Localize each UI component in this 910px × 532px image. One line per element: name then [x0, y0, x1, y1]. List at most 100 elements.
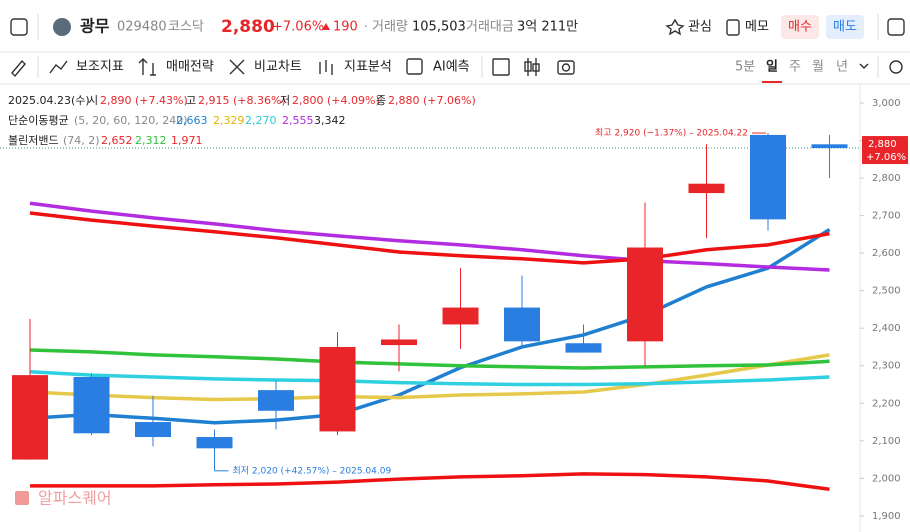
watch[interactable]: 관심	[688, 20, 712, 35]
candle-body	[135, 422, 171, 438]
ma-value: 2,663	[176, 114, 208, 127]
watermark: 알파스퀘어	[15, 489, 112, 508]
bb-params: (74, 2)	[63, 134, 100, 147]
price-tag-change: +7.06%	[866, 152, 906, 163]
bb-value: 1,971	[171, 134, 203, 147]
layout-icon[interactable]	[492, 58, 510, 76]
candle-body	[12, 375, 48, 460]
panel-icon[interactable]	[887, 18, 905, 36]
price-tag-value: 2,880	[868, 139, 897, 150]
tool-button[interactable]: 매매전략	[166, 60, 214, 75]
bb-label: 볼린저밴드	[8, 134, 59, 147]
sidebar-icon[interactable]	[10, 18, 28, 36]
bb-value: 2,312	[135, 134, 167, 147]
ma-label: 단순이동평균	[8, 114, 69, 127]
volume: 105,503	[412, 20, 466, 35]
candle-body	[196, 437, 233, 449]
y-tick-label: 3,000	[872, 98, 901, 109]
low: 2,800 (+4.09%)	[292, 94, 380, 107]
amount-label: 거래대금	[466, 20, 514, 35]
buy[interactable]: 매수	[788, 20, 812, 35]
tool-button[interactable]: AI예측	[433, 60, 470, 75]
ma-value: 2,555	[282, 114, 314, 127]
candle-body	[811, 144, 848, 149]
y-tick-label: 2,700	[872, 211, 901, 222]
candle-icon	[532, 63, 540, 72]
tool-group: 보조지표 매매전략 비교차트 지표분석 AI예측 5분 일 주 월 년	[76, 60, 848, 75]
candle-body	[504, 307, 540, 342]
buy-button[interactable]	[781, 15, 819, 39]
candle-body	[381, 339, 417, 346]
draw-icon[interactable]	[11, 59, 26, 78]
candle-body	[319, 346, 356, 432]
y-tick-label: 2,600	[872, 248, 901, 259]
candle-body	[750, 134, 786, 220]
tool-icon[interactable]	[49, 60, 68, 74]
logo	[53, 18, 71, 36]
y-tick-label: 2,000	[872, 473, 901, 484]
memo-icon[interactable]	[726, 19, 740, 36]
tool-icon[interactable]	[138, 58, 156, 76]
change: 190	[333, 20, 358, 35]
high-label: 고	[186, 94, 196, 107]
sell-button[interactable]	[826, 15, 864, 39]
y-tick-label: 2,500	[872, 286, 901, 297]
open: 2,890 (+7.43%)	[100, 94, 188, 107]
indicator-line	[29, 353, 830, 402]
open-label: 시	[88, 94, 98, 107]
watermark-text: 알파스퀘어	[38, 489, 112, 508]
toolbar: 보조지표 매매전략 비교차트 지표분석 AI예측 5분 일 주 월 년	[0, 56, 910, 85]
period-button[interactable]: 년	[836, 60, 848, 75]
tool-button[interactable]: 지표분석	[344, 60, 392, 75]
y-tick-label: 2,800	[872, 173, 901, 184]
candle-body	[442, 307, 479, 325]
indicator-line	[29, 348, 830, 370]
indicator-line	[29, 228, 831, 425]
separator: ·	[364, 20, 368, 34]
tool-icon[interactable]	[229, 59, 245, 75]
candle-icon	[524, 61, 532, 72]
tool-button[interactable]: 비교차트	[254, 60, 302, 75]
annotation: 최고 2,920 (−1.37%) – 2025.04.22	[595, 128, 748, 139]
info: 2025.04.23(수) 시 2,890 (+7.43%) 고 2,915 (…	[8, 94, 476, 147]
price-tag	[862, 136, 908, 165]
ma-params: (5, 20, 60, 120, 240)	[74, 114, 188, 127]
period-button[interactable]: 월	[812, 60, 824, 75]
candle-body	[627, 247, 663, 342]
change-pct: +7.06%	[272, 20, 324, 35]
date: 2025.04.23(수)	[8, 94, 90, 107]
chevron[interactable]	[859, 63, 869, 69]
period-button[interactable]: 주	[789, 60, 801, 75]
candle-icon[interactable]	[527, 58, 537, 76]
market: 코스닥	[168, 20, 204, 35]
close: 2,880 (+7.06%)	[388, 94, 476, 107]
annotation: 최저 2,020 (+42.57%) – 2025.04.09	[233, 465, 392, 476]
ma-value: 3,342	[314, 114, 346, 127]
high: 2,915 (+8.36%)	[198, 94, 286, 107]
tool-button[interactable]: 보조지표	[76, 60, 124, 75]
y-tick-label: 2,400	[872, 323, 901, 334]
star-icon[interactable]	[665, 18, 685, 36]
stock-code: 029480	[117, 20, 167, 35]
tool-icon[interactable]	[319, 60, 333, 75]
indicator-line	[29, 201, 830, 272]
bb-value: 2,652	[101, 134, 133, 147]
period-button[interactable]: 일	[766, 60, 778, 75]
sell[interactable]: 매도	[833, 20, 857, 35]
indicator-line	[29, 211, 830, 265]
settings-icon[interactable]	[889, 60, 903, 74]
memo[interactable]: 메모	[745, 20, 769, 35]
camera-icon[interactable]	[557, 60, 575, 75]
watermark-logo	[15, 491, 29, 505]
indicator-line	[29, 369, 830, 387]
tool-icon[interactable]	[406, 58, 423, 75]
candle-body	[565, 343, 602, 353]
y-tick-label: 1,900	[872, 511, 901, 522]
close-label: 종	[376, 94, 386, 107]
period-button[interactable]: 5분	[735, 60, 755, 75]
stock-name: 광무	[80, 17, 110, 36]
low-label: 저	[280, 94, 290, 107]
amount: 3억 211만	[517, 20, 578, 35]
y-tick-label: 2,200	[872, 398, 901, 409]
